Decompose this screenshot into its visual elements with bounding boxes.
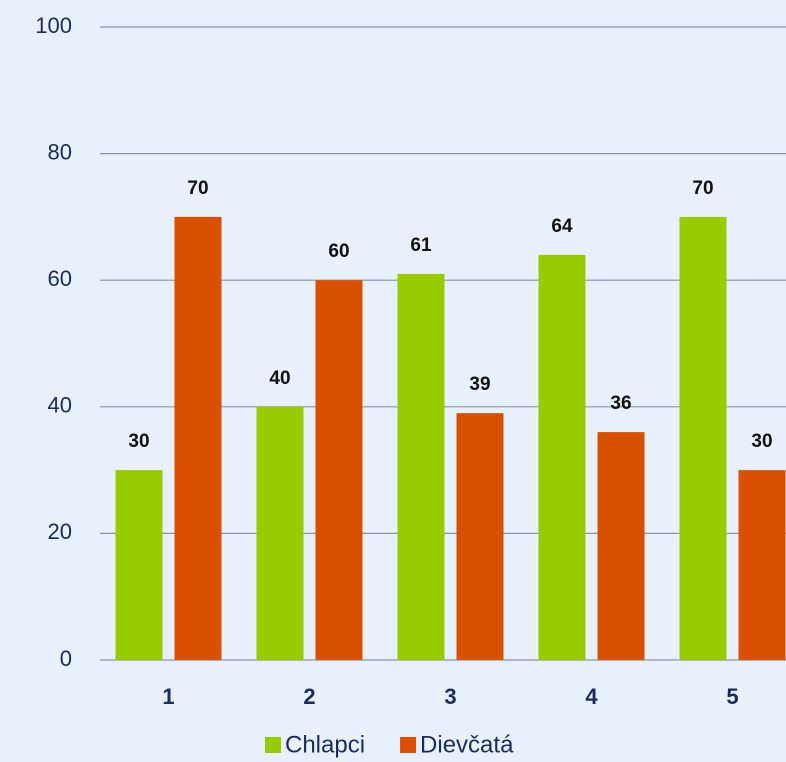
- bar: [456, 413, 504, 660]
- y-tick-label: 40: [48, 393, 72, 418]
- value-label: 70: [692, 178, 713, 199]
- y-tick-label: 60: [48, 266, 72, 291]
- value-label: 39: [469, 374, 490, 395]
- y-tick-label: 0: [60, 646, 72, 671]
- value-label: 30: [128, 431, 149, 452]
- y-tick-label: 100: [35, 13, 72, 38]
- legend-swatch: [265, 737, 281, 753]
- bar: [256, 406, 304, 660]
- x-tick-label: 1: [162, 684, 174, 709]
- value-label: 40: [269, 368, 290, 389]
- value-label: 36: [610, 393, 631, 414]
- bar: [174, 216, 222, 660]
- x-tick-label: 5: [726, 684, 738, 709]
- bar: [115, 470, 163, 660]
- legend-swatch: [400, 737, 417, 753]
- y-tick-label: 80: [48, 139, 72, 164]
- legend-label: Chlapci: [285, 731, 365, 758]
- bar: [397, 273, 445, 660]
- y-tick-label: 20: [48, 519, 72, 544]
- bar: [597, 432, 645, 660]
- bar: [738, 470, 786, 660]
- value-label: 61: [410, 235, 432, 256]
- x-tick-label: 2: [303, 684, 315, 709]
- value-label: 60: [328, 241, 349, 262]
- value-label: 70: [187, 178, 208, 199]
- bar: [315, 280, 363, 660]
- x-tick-label: 3: [444, 684, 456, 709]
- x-tick-label: 4: [585, 684, 598, 709]
- bar: [679, 216, 727, 660]
- value-label: 64: [551, 216, 573, 237]
- legend-label: Dievčatá: [420, 731, 514, 758]
- value-label: 30: [751, 431, 772, 452]
- bar: [538, 254, 586, 660]
